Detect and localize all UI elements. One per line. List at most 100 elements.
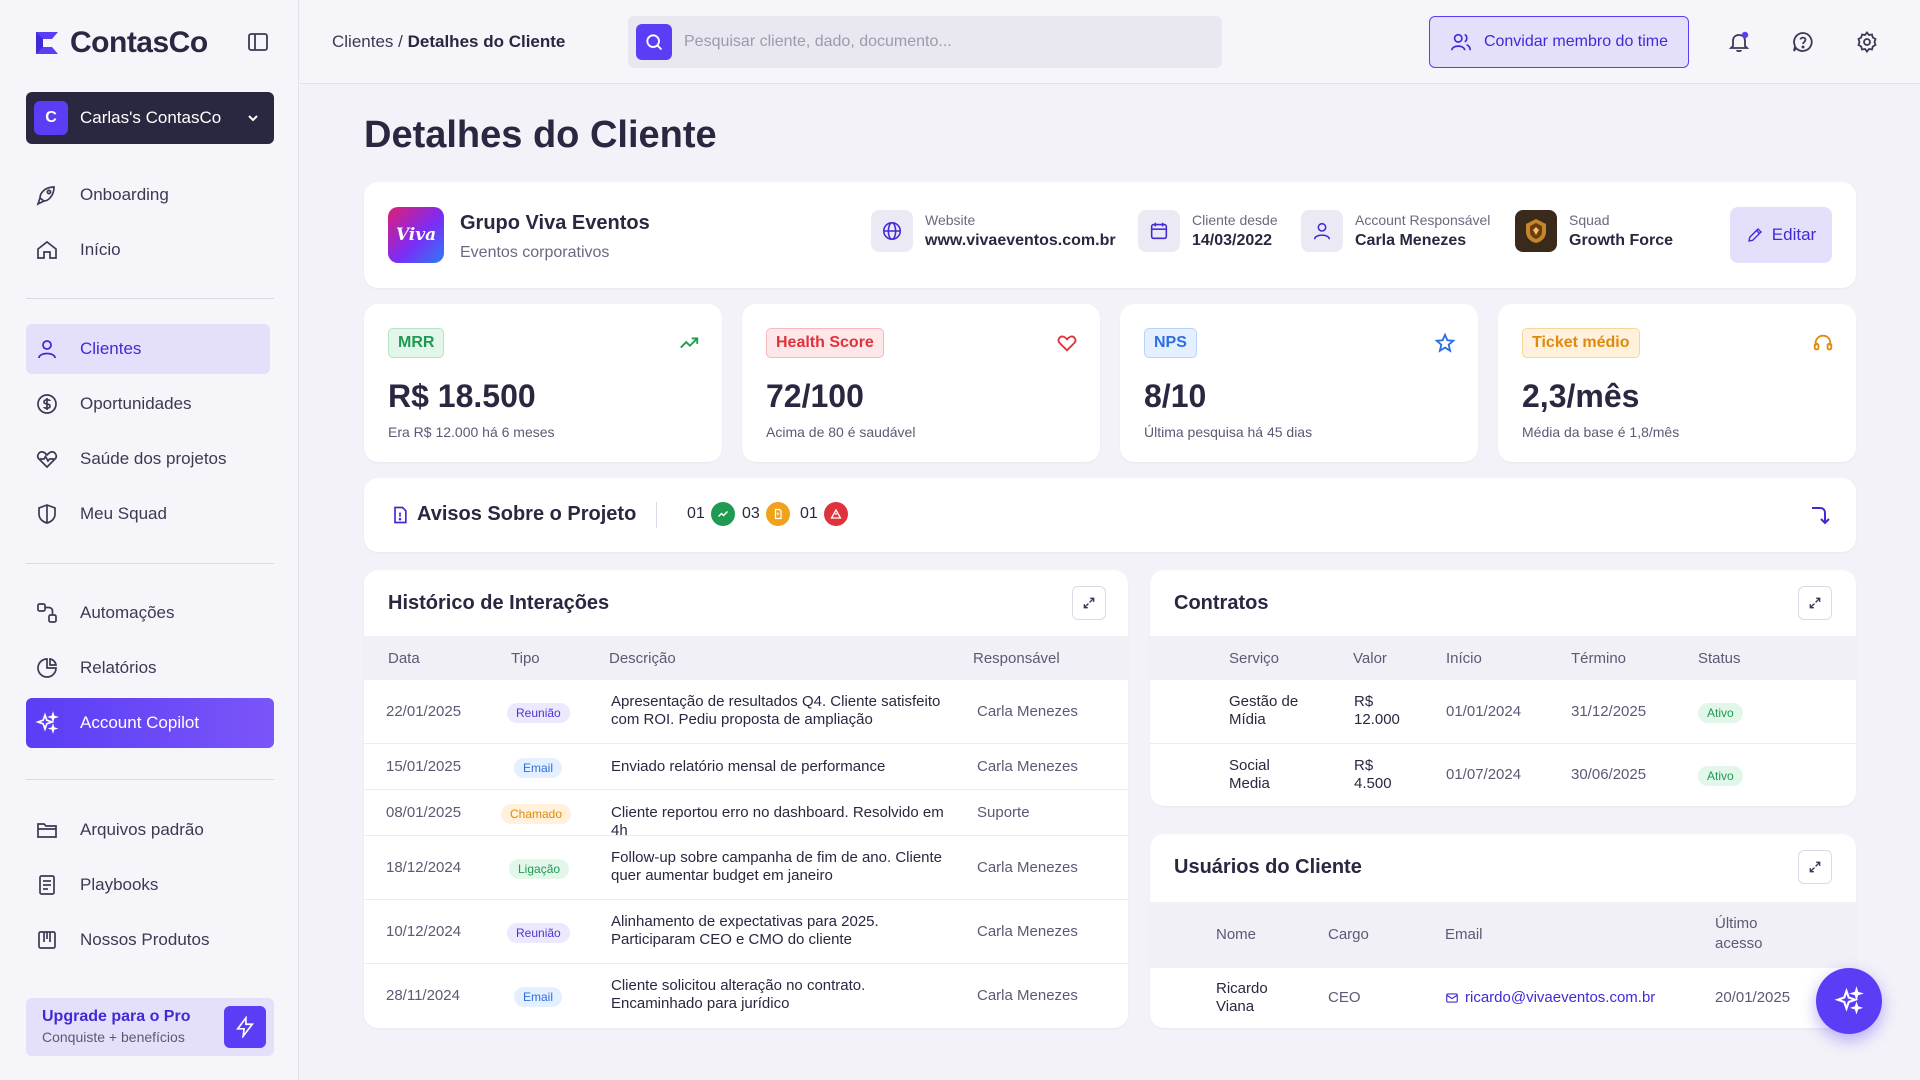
- users-icon: [1450, 33, 1471, 51]
- sidebar-item-inicio[interactable]: Início: [26, 225, 270, 275]
- sidebar-divider: [26, 779, 274, 780]
- dollar-circle-icon: [34, 391, 60, 417]
- alert-count-value: 01: [687, 505, 705, 522]
- table-row[interactable]: 22/01/2025 Reunião Apresentação de resul…: [364, 680, 1128, 744]
- sidebar-item-saude[interactable]: Saúde dos projetos: [26, 434, 270, 484]
- website-value[interactable]: www.vivaeventos.com.br: [925, 232, 1116, 249]
- kpi-card-health-score: Health Score 72/100 Acima de 80 é saudáv…: [742, 304, 1100, 462]
- search-input[interactable]: [684, 33, 1204, 51]
- table-row[interactable]: 18/12/2024 Ligação Follow-up sobre campa…: [364, 836, 1128, 900]
- copilot-fab-button[interactable]: [1816, 968, 1882, 1034]
- expand-icon[interactable]: [1072, 586, 1106, 620]
- sidebar-item-squad[interactable]: Meu Squad: [26, 489, 270, 539]
- website-label: Website: [925, 212, 976, 228]
- client-website: Website www.vivaeventos.com.br: [871, 210, 1116, 252]
- table-row[interactable]: Gestão de Mídia R$ 12.000 01/01/2024 31/…: [1150, 680, 1856, 744]
- client-account-owner: Account Responsável Carla Menezes: [1301, 210, 1490, 252]
- arrow-down-right-icon[interactable]: [1808, 503, 1832, 527]
- sidebar-item-produtos[interactable]: Nossos Produtos: [26, 915, 270, 965]
- pie-chart-icon: [34, 655, 60, 681]
- sidebar-item-label: Oportunidades: [80, 394, 192, 413]
- search-icon[interactable]: [636, 24, 672, 60]
- row-last-access: 20/01/2025: [1715, 989, 1791, 1006]
- sidebar-item-label: Account Copilot: [80, 713, 200, 732]
- sidebar-item-label: Arquivos padrão: [80, 820, 204, 839]
- table-row[interactable]: 28/11/2024 Email Cliente solicitou alter…: [364, 964, 1128, 1028]
- client-name: Grupo Viva Eventos: [460, 212, 650, 234]
- user-icon: [1301, 210, 1343, 252]
- alert-document-icon: [394, 506, 407, 524]
- type-badge: Email: [514, 758, 563, 778]
- sidebar-item-onboarding[interactable]: Onboarding: [26, 170, 270, 220]
- notification-bell-icon[interactable]: [1725, 28, 1753, 56]
- invite-team-member-button[interactable]: Convidar membro do time: [1429, 16, 1689, 68]
- column-header: Email: [1445, 926, 1483, 943]
- sidebar-item-copilot[interactable]: Account Copilot: [26, 698, 274, 748]
- row-description: Follow-up sobre campanha de fim de ano. …: [611, 849, 943, 884]
- sidebar-divider: [26, 563, 274, 564]
- column-header: Início: [1446, 650, 1482, 667]
- row-date: 28/11/2024: [386, 987, 460, 1004]
- sidebar-item-relatorios[interactable]: Relatórios: [26, 643, 270, 693]
- type-badge: Ligação: [509, 859, 570, 879]
- edit-client-button[interactable]: Editar: [1730, 207, 1832, 263]
- sidebar-item-oportunidades[interactable]: Oportunidades: [26, 379, 270, 429]
- topbar: Clientes / Detalhes do Cliente Convidar …: [300, 0, 1920, 84]
- kpi-card-nps: NPS 8/10 Última pesquisa há 45 dias: [1120, 304, 1478, 462]
- sidebar-item-label: Relatórios: [80, 658, 157, 677]
- column-header: Descrição: [609, 650, 676, 667]
- kpi-subtitle: Acima de 80 é saudável: [766, 424, 916, 440]
- row-owner: Carla Menezes: [977, 923, 1078, 940]
- row-date: 22/01/2025: [386, 703, 462, 720]
- logo[interactable]: ContasCo: [32, 26, 208, 60]
- table-row[interactable]: 08/01/2025 Chamado Cliente reportou erro…: [364, 790, 1128, 839]
- contracts-card: Contratos Serviço Valor Início Término S…: [1150, 570, 1856, 806]
- table-row[interactable]: 15/01/2025 Email Enviado relatório mensa…: [364, 744, 1128, 790]
- row-description: Cliente reportou erro no dashboard. Reso…: [611, 804, 944, 839]
- row-start: 01/01/2024: [1446, 703, 1522, 720]
- heart-icon: [1057, 335, 1077, 352]
- mail-icon: [1446, 992, 1458, 1003]
- kpi-subtitle: Média da base é 1,8/mês: [1522, 424, 1680, 440]
- project-alerts-card[interactable]: Avisos Sobre o Projeto 01 03 01: [364, 478, 1856, 552]
- column-header: Nome: [1216, 926, 1257, 943]
- kpi-badge: Health Score: [766, 328, 884, 358]
- squad-value: Growth Force: [1569, 232, 1674, 249]
- sidebar-item-clientes[interactable]: Clientes: [26, 324, 270, 374]
- expand-icon[interactable]: [1798, 850, 1832, 884]
- upgrade-banner[interactable]: Upgrade para o Pro Conquiste + benefício…: [26, 998, 274, 1056]
- help-icon[interactable]: [1789, 28, 1817, 56]
- since-label: Cliente desde: [1192, 212, 1278, 228]
- squad-label: Squad: [1569, 212, 1610, 228]
- warning-triangle-icon: [823, 502, 848, 526]
- sidebar-item-label: Automações: [80, 603, 175, 622]
- column-header: Cargo: [1328, 926, 1369, 943]
- row-email[interactable]: ricardo@vivaeventos.com.br: [1445, 989, 1655, 1006]
- type-badge: Reunião: [507, 923, 570, 943]
- status-badge: Ativo: [1698, 766, 1743, 786]
- gear-icon[interactable]: [1853, 28, 1881, 56]
- sidebar-collapse-icon[interactable]: [246, 30, 270, 54]
- sidebar-item-automacoes[interactable]: Automações: [26, 588, 270, 638]
- sidebar-divider: [26, 298, 274, 299]
- alerts-divider: [656, 502, 657, 528]
- lightning-icon[interactable]: [224, 1006, 266, 1048]
- sidebar-item-arquivos[interactable]: Arquivos padrão: [26, 805, 270, 855]
- edit-label: Editar: [1771, 225, 1817, 244]
- table-row[interactable]: Ricardo Viana CEO ricardo@vivaeventos.co…: [1150, 968, 1856, 1028]
- folder-icon: [34, 817, 60, 843]
- row-name: Ricardo Viana: [1216, 980, 1268, 1015]
- breadcrumb-current: Detalhes do Cliente: [407, 32, 566, 51]
- sidebar-item-playbooks[interactable]: Playbooks: [26, 860, 270, 910]
- workspace-name: Carlas's ContasCo: [80, 108, 222, 127]
- history-title: Histórico de Interações: [388, 592, 610, 614]
- kpi-value: R$ 18.500: [388, 378, 536, 414]
- expand-icon[interactable]: [1798, 586, 1832, 620]
- since-value: 14/03/2022: [1192, 232, 1273, 249]
- alert-count-warning: 03: [742, 502, 790, 526]
- table-row[interactable]: Social Media R$ 4.500 01/07/2024 30/06/2…: [1150, 744, 1856, 806]
- workspace-selector[interactable]: C Carlas's ContasCo: [26, 92, 274, 144]
- table-row[interactable]: 10/12/2024 Reunião Alinhamento de expect…: [364, 900, 1128, 964]
- row-owner: Carla Menezes: [977, 859, 1078, 876]
- breadcrumb-parent[interactable]: Clientes /: [332, 32, 403, 51]
